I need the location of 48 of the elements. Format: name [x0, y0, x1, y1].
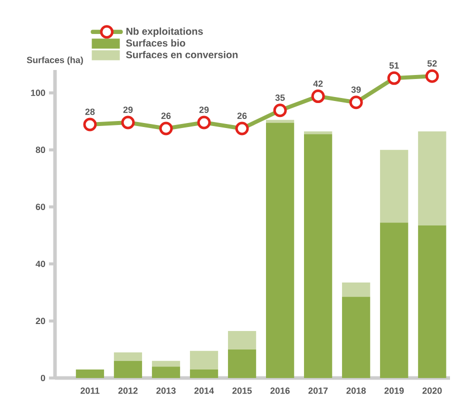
x-tick-label: 2014 [194, 388, 214, 394]
bar [228, 330, 256, 350]
x-tick-label: 2011 [80, 388, 100, 394]
data-label: 29 [123, 106, 133, 113]
x-tick-label: 2019 [384, 388, 404, 394]
bar [342, 282, 370, 297]
y-tick-label: 80 [36, 146, 46, 154]
x-tick-label: 2016 [270, 388, 290, 394]
x-tick-label: 2018 [346, 388, 366, 394]
legend-label: Surfaces en conversion [126, 50, 238, 58]
y-tick-label: 100 [31, 90, 46, 96]
y-tick-label: 20 [36, 318, 46, 324]
bar [266, 122, 294, 378]
data-label: 35 [275, 94, 285, 101]
bar [380, 222, 408, 378]
bar [418, 131, 446, 226]
y-axis-title: Surfaces (ha) [26, 56, 83, 65]
x-tick-label: 2013 [156, 388, 176, 394]
bar [190, 369, 218, 378]
bar [152, 366, 180, 378]
data-label: 39 [351, 86, 361, 93]
x-tick-label: 2017 [308, 388, 328, 394]
bar [114, 360, 142, 378]
data-label: 52 [427, 60, 437, 67]
bar [342, 296, 370, 378]
data-label: 26 [237, 112, 247, 120]
data-label: 51 [389, 62, 399, 69]
bar [76, 369, 104, 378]
bar [114, 352, 142, 361]
legend-label: Surfaces bio [126, 39, 186, 47]
y-tick-label: 0 [40, 374, 46, 382]
bar [228, 349, 256, 378]
bar [418, 225, 446, 378]
data-label: 29 [199, 106, 209, 113]
bar [266, 120, 294, 123]
bar [190, 350, 218, 370]
x-tick-label: 2012 [118, 388, 138, 394]
x-tick-label: 2015 [232, 388, 252, 394]
data-label: 26 [161, 112, 171, 120]
y-tick-label: 60 [36, 204, 46, 210]
data-label: 42 [313, 80, 323, 87]
y-tick-label: 40 [36, 260, 46, 268]
bar [304, 134, 332, 378]
bar [152, 360, 180, 367]
legend-label: Nb exploitations [126, 28, 203, 37]
bar [380, 150, 408, 223]
x-tick-label: 2020 [422, 388, 442, 394]
data-label: 28 [85, 108, 95, 115]
